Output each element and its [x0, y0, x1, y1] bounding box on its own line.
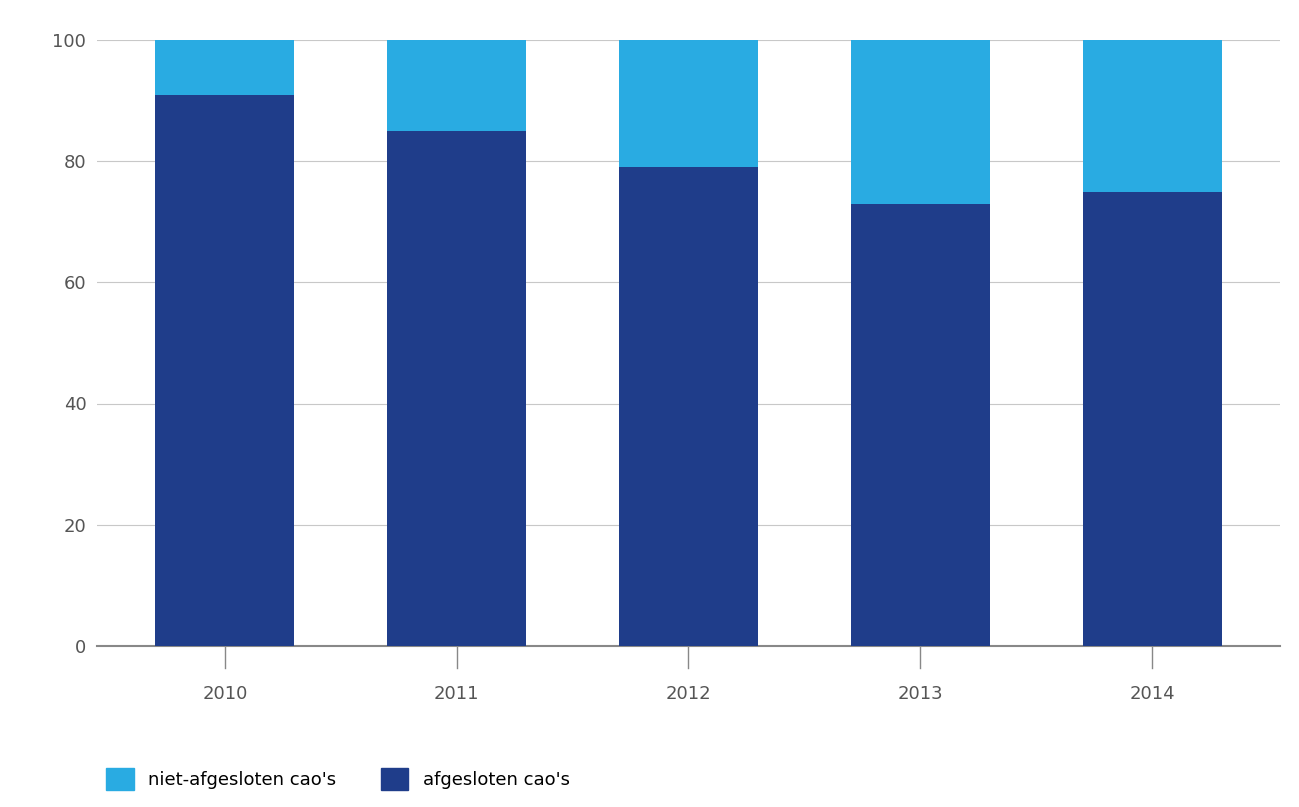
Bar: [1082, 192, 1221, 646]
Bar: [1082, 40, 1221, 192]
Text: 2010: 2010: [203, 685, 248, 704]
Legend: niet-afgesloten cao's, afgesloten cao's: niet-afgesloten cao's, afgesloten cao's: [107, 768, 570, 790]
Bar: [851, 203, 990, 646]
Bar: [851, 40, 990, 203]
Text: 2013: 2013: [898, 685, 943, 704]
Text: 2014: 2014: [1129, 685, 1174, 704]
Bar: [156, 40, 295, 94]
Bar: [387, 132, 526, 646]
Bar: [618, 40, 759, 168]
Bar: [156, 94, 295, 646]
Bar: [618, 168, 759, 646]
Text: 2012: 2012: [665, 685, 712, 704]
Text: 2011: 2011: [434, 685, 479, 704]
Bar: [387, 40, 526, 132]
